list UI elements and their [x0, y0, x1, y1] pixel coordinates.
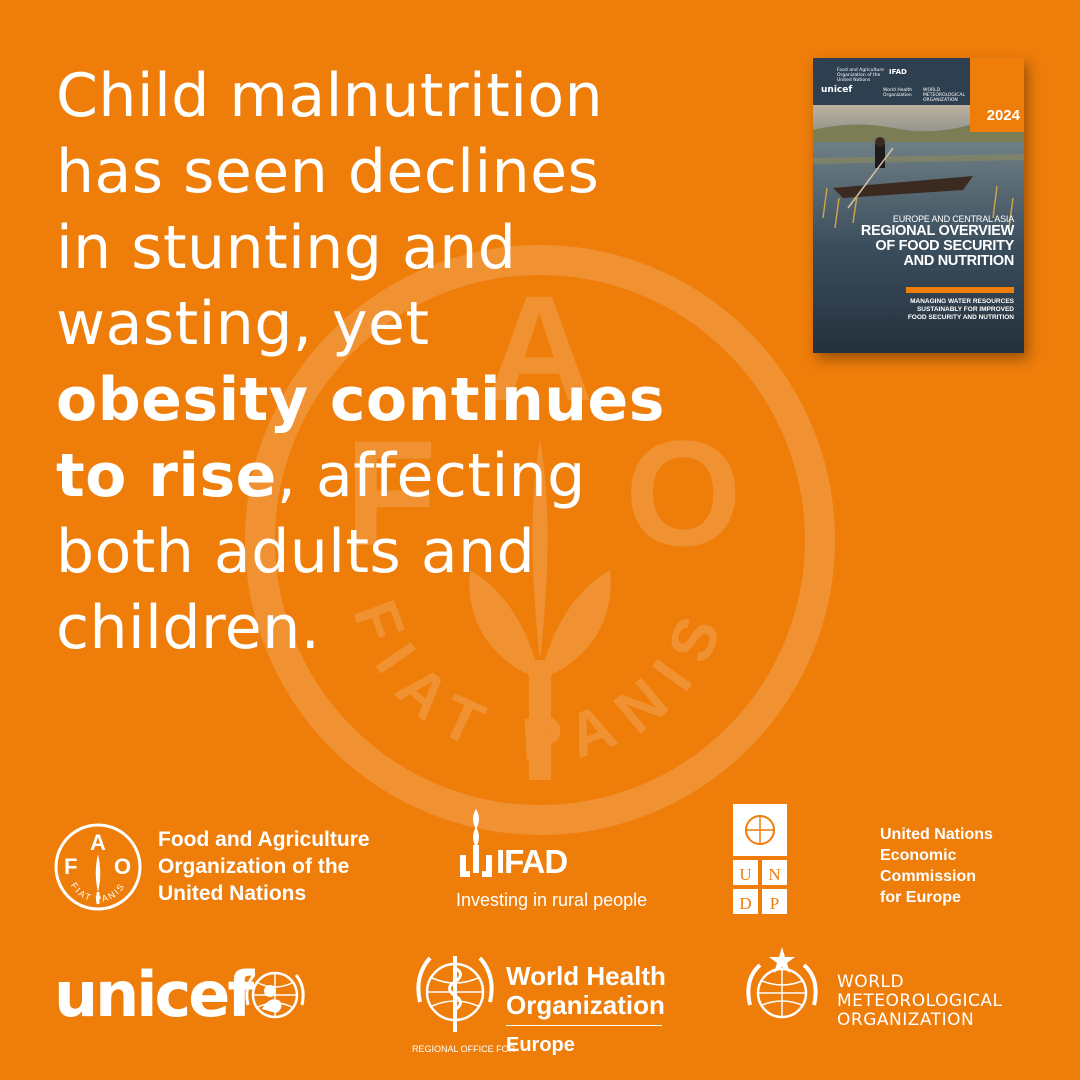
wmo-name: WORLD METEOROLOGICAL ORGANIZATION [837, 973, 1003, 1030]
ifad-name: IFAD [496, 843, 568, 880]
unece-name-line: Commission [880, 868, 977, 885]
who-region: Europe [506, 1034, 575, 1056]
undp-letter: P [770, 894, 779, 913]
undp-letter: D [739, 894, 751, 913]
headline: Child malnutrition has seen declines in … [56, 58, 776, 666]
fao-name: Food and Agriculture Organization of the… [158, 826, 370, 907]
cover-ifad-text: IFAD [889, 68, 907, 76]
who-name: World Health Organization [506, 962, 666, 1020]
fao-emblem-icon: F A O FIAT PANIS [54, 823, 142, 911]
cover-accent-bar [906, 287, 1014, 293]
wmo-name-line: ORGANIZATION [837, 1010, 975, 1030]
cover-title-line: REGIONAL OVERVIEW [860, 223, 1014, 239]
who-name-line: Organization [506, 990, 665, 1020]
watermark-letter-o: O [625, 409, 742, 577]
svg-text:F: F [64, 854, 77, 879]
undp-letter: U [739, 865, 751, 884]
cover-title-block: EUROPE AND CENTRAL ASIA REGIONAL OVERVIE… [813, 214, 1014, 269]
headline-line: children. [56, 593, 321, 663]
ifad-logo[interactable]: IFAD Investing in rural people [456, 805, 676, 915]
cover-wmo-text: WORLD METEOROLOGICAL ORGANIZATION [923, 88, 965, 103]
cover-description-line: SUSTAINABLY FOR IMPROVED [916, 306, 1014, 313]
wmo-name-line: WORLD [837, 972, 905, 992]
fao-emblem-watermark: F A O FIAT PANIS [245, 245, 835, 835]
unece-name-line: United Nations [880, 826, 993, 843]
ifad-wheat-icon [460, 809, 492, 877]
cover-title-line: AND NUTRITION [903, 253, 1015, 269]
cover-subtitle: EUROPE AND CENTRAL ASIA [892, 214, 1014, 224]
watermark-letter-a: A [485, 264, 593, 432]
fao-name-line: Food and Agriculture [158, 828, 370, 851]
undp-letter: N [768, 865, 780, 884]
fao-name-line: Organization of the [158, 855, 350, 878]
headline-text: , affecting [276, 441, 586, 511]
headline-line: in stunting and [56, 213, 517, 283]
headline-emphasis: obesity continues [56, 365, 665, 435]
unece-name-line: for Europe [880, 889, 961, 906]
cover-description: MANAGING WATER RESOURCES SUSTAINABLY FOR… [834, 298, 1014, 322]
cover-description-line: MANAGING WATER RESOURCES [910, 298, 1014, 305]
headline-line: wasting, yet [56, 289, 430, 359]
who-divider [506, 1025, 662, 1026]
cover-who-text: World Health Organization [883, 88, 913, 98]
headline-line: has seen declines [56, 137, 600, 207]
undp-logo[interactable]: U N D P [733, 804, 787, 914]
svg-text:A: A [90, 830, 106, 855]
headline-line: both adults and [56, 517, 536, 587]
unece-name-line: Economic [880, 847, 957, 864]
headline-line: Child malnutrition [56, 61, 604, 131]
svg-text:O: O [114, 854, 131, 879]
cover-year: 2024 [986, 107, 1020, 124]
who-name-line: World Health [506, 961, 666, 991]
headline-line: obesity continues [56, 362, 776, 438]
cover-year-strip [970, 58, 1024, 132]
ifad-tagline: Investing in rural people [456, 890, 648, 910]
who-region-prefix: REGIONAL OFFICE FOR [412, 1044, 516, 1054]
headline-line: to rise, affecting [56, 438, 776, 514]
unece-logo[interactable]: United Nations Economic Commission for E… [880, 824, 993, 908]
who-emblem-icon [416, 956, 494, 1032]
report-cover[interactable]: Food and Agriculture Organization of the… [813, 58, 1024, 353]
wmo-emblem-icon [746, 947, 818, 1019]
wmo-logo[interactable]: WORLD METEOROLOGICAL ORGANIZATION [742, 945, 1022, 1045]
cover-fao-text: Food and Agriculture Organization of the… [837, 68, 884, 83]
cover-description-line: FOOD SECURITY AND NUTRITION [907, 314, 1014, 321]
headline-emphasis: to rise [56, 441, 277, 511]
who-logo[interactable]: World Health Organization REGIONAL OFFIC… [410, 950, 670, 1060]
wmo-name-line: METEOROLOGICAL [837, 991, 1003, 1011]
cover-title-line: OF FOOD SECURITY [875, 238, 1014, 254]
unicef-name: unicef [54, 958, 254, 1031]
watermark-letter-f: F [345, 409, 437, 577]
cover-unicef-text: unicef [821, 85, 853, 95]
fao-name-line: United Nations [158, 882, 307, 905]
unicef-emblem-icon [245, 971, 305, 1019]
